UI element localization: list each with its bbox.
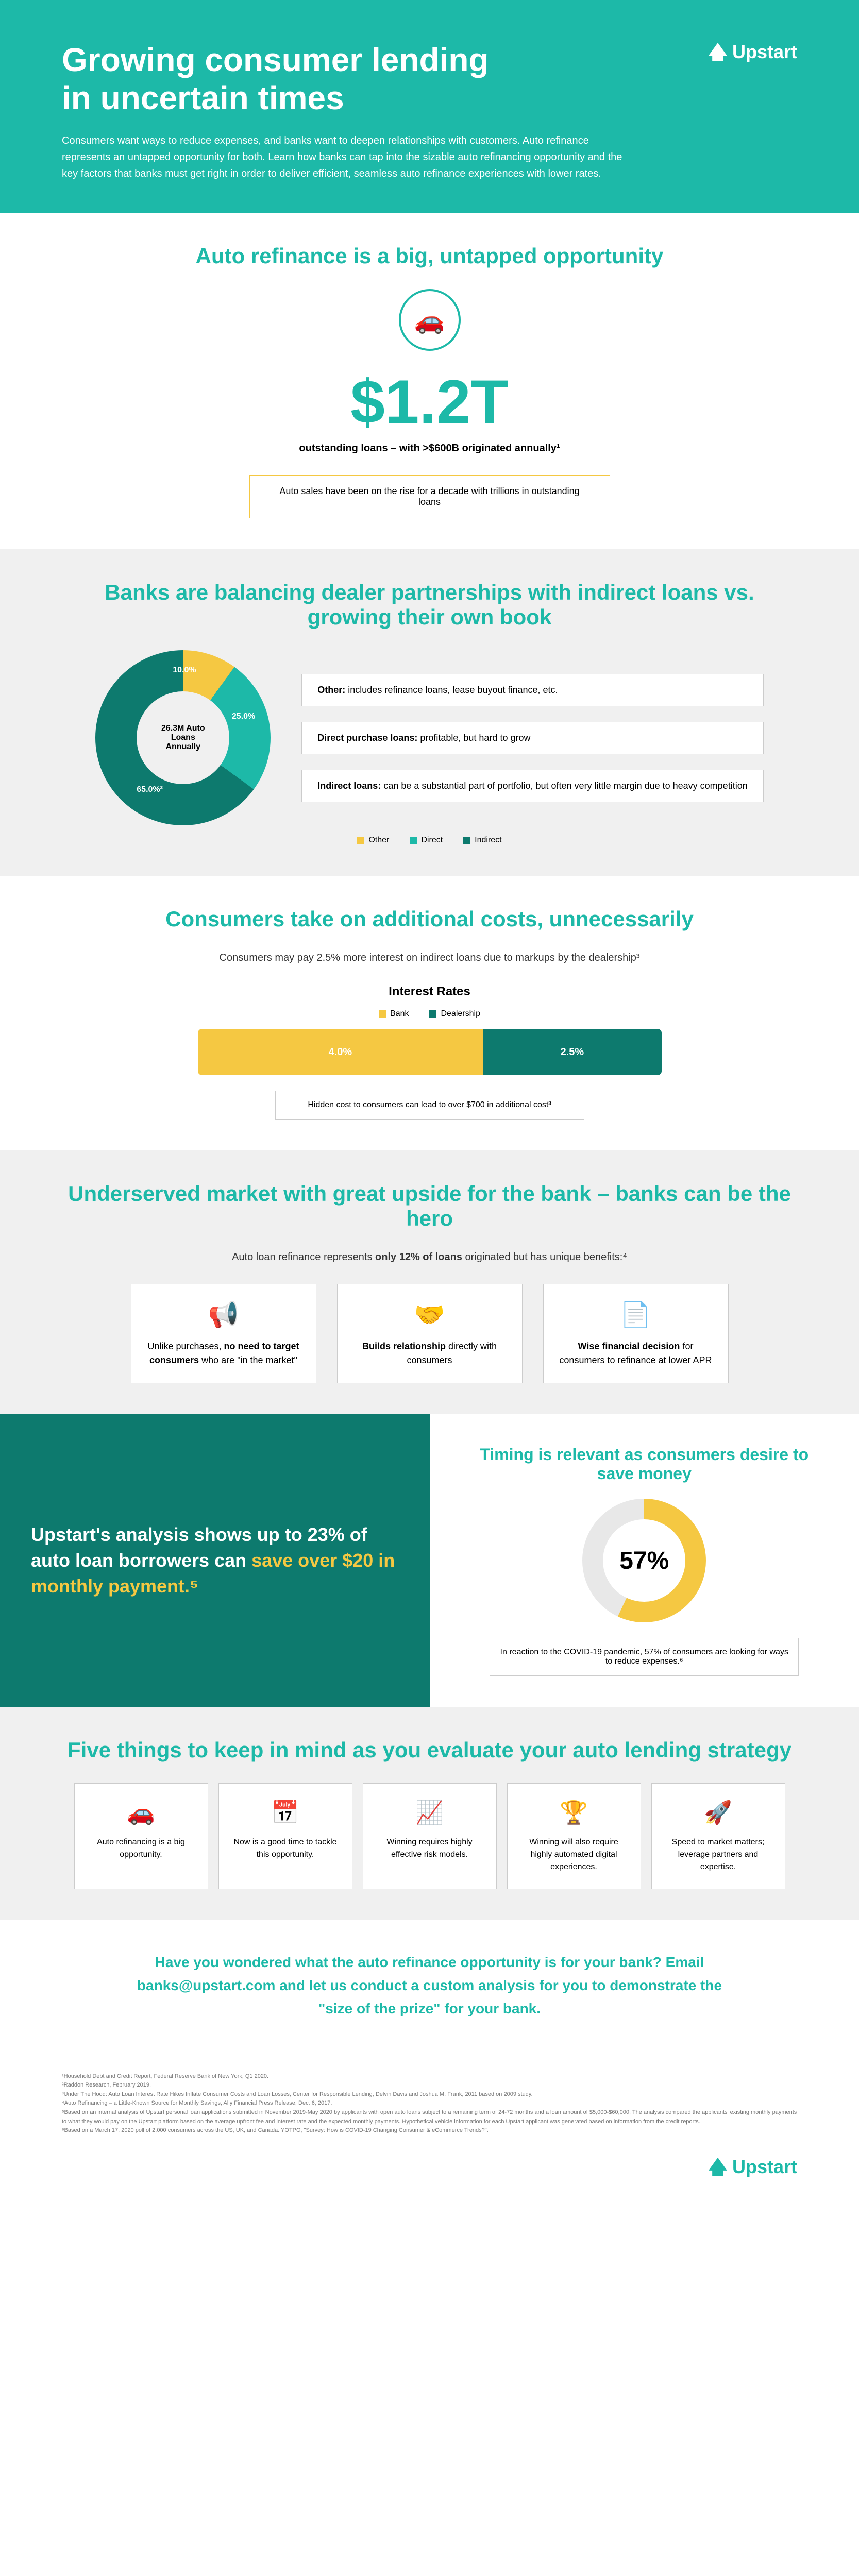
donut-center-2: Loans [171,733,195,742]
benefit-card: 📄 Wise financial decision for consumers t… [543,1284,729,1383]
callout-box: Auto sales have been on the rise for a d… [249,475,610,518]
section-loan-types: Banks are balancing dealer partnerships … [0,549,859,876]
s6-heading: Five things to keep in mind as you evalu… [62,1738,797,1762]
loan-type-other: Other: includes refinance loans, lease b… [301,674,763,706]
brand-name: Upstart [732,41,797,63]
loan-type-direct: Direct purchase loans: profitable, but h… [301,722,763,754]
footnotes: ¹Household Debt and Credit Report, Feder… [0,2052,859,2156]
strategy-icon: 🏆 [518,1799,630,1826]
benefit-icon: 🤝 [353,1300,507,1329]
strategy-text: Now is a good time to tackle this opport… [229,1836,342,1861]
s3-heading: Consumers take on additional costs, unne… [62,907,797,931]
pct-other: 10.0% [173,666,196,675]
loan-type-indirect: Indirect loans: can be a substantial par… [301,770,763,802]
strategy-icon: 📈 [374,1799,486,1826]
strategy-card: 📈 Winning requires highly effective risk … [363,1783,497,1889]
benefit-text: Wise financial decision for consumers to… [559,1340,713,1367]
strategy-icon: 🚗 [85,1799,197,1826]
pct-direct: 25.0% [232,712,255,721]
benefit-icon: 📢 [147,1300,300,1329]
hero-title: Growing consumer lending in uncertain ti… [62,41,526,117]
strategy-card: 🚗 Auto refinancing is a big opportunity. [74,1783,208,1889]
section-opportunity: Auto refinance is a big, untapped opport… [0,213,859,549]
hero-section: Growing consumer lending in uncertain ti… [0,0,859,213]
donut-center-1: 26.3M Auto [161,724,205,733]
upstart-arrow-icon [709,2158,727,2176]
s3-sub: Consumers may pay 2.5% more interest on … [62,952,797,964]
pct-value: 57% [603,1519,685,1602]
strategy-icon: 📅 [229,1799,342,1826]
big-stat: $1.2T [62,366,797,437]
s1-heading: Auto refinance is a big, untapped opport… [62,244,797,268]
section-underserved: Underserved market with great upside for… [0,1150,859,1414]
hidden-cost-box: Hidden cost to consumers can lead to ove… [275,1091,584,1120]
strategy-card: 📅 Now is a good time to tackle this oppor… [218,1783,352,1889]
strategy-icon: 🚀 [662,1799,774,1826]
strategy-card: 🚀 Speed to market matters; leverage partn… [651,1783,785,1889]
section-timing: Upstart's analysis shows up to 23% of au… [0,1414,859,1707]
pct-indirect: 65.0%² [137,785,163,794]
pct-donut: 57% [582,1499,706,1622]
rates-legend: Bank Dealership [198,1009,662,1019]
benefit-text: Unlike purchases, no need to target cons… [147,1340,300,1367]
brand-logo: Upstart [709,41,797,63]
section-five-things: Five things to keep in mind as you evalu… [0,1707,859,1920]
cta-section: Have you wondered what the auto refinanc… [0,1920,859,2051]
rates-title: Interest Rates [198,985,662,999]
cta-text: Have you wondered what the auto refinanc… [62,1951,797,2020]
five-cards-row: 🚗 Auto refinancing is a big opportunity. 📅… [62,1783,797,1889]
footer-logo: Upstart [0,2156,859,2198]
strategy-text: Winning will also require highly automat… [518,1836,630,1873]
upstart-arrow-icon [709,43,727,61]
benefit-card: 📢 Unlike purchases, no need to target con… [131,1284,316,1383]
timing-callout: In reaction to the COVID-19 pandemic, 57… [490,1638,799,1676]
big-stat-sub: outstanding loans – with >$600B originat… [62,443,797,454]
donut-chart: 26.3M Auto Loans Annually 10.0% 25.0% 65… [95,650,271,825]
benefit-card: 🤝 Builds relationship directly with consu… [337,1284,523,1383]
s4-sub: Auto loan refinance represents only 12% … [62,1251,797,1263]
strategy-card: 🏆 Winning will also require highly automa… [507,1783,641,1889]
strategy-text: Speed to market matters; leverage partne… [662,1836,774,1873]
s4-heading: Underserved market with great upside for… [62,1181,797,1231]
rates-bar-chart: 4.0% 2.5% [198,1029,662,1075]
s2-heading: Banks are balancing dealer partnerships … [62,580,797,630]
strategy-text: Winning requires highly effective risk m… [374,1836,486,1861]
car-dollar-icon: 🚗 [399,289,461,351]
benefit-text: Builds relationship directly with consum… [353,1340,507,1367]
upstart-analysis-box: Upstart's analysis shows up to 23% of au… [0,1414,430,1707]
timing-box: Timing is relevant as consumers desire t… [430,1414,859,1707]
section-interest-rates: Consumers take on additional costs, unne… [0,876,859,1150]
timing-heading: Timing is relevant as consumers desire t… [461,1445,829,1483]
benefits-row: 📢 Unlike purchases, no need to target con… [62,1284,797,1383]
loan-type-list: Other: includes refinance loans, lease b… [301,674,763,802]
donut-center-3: Annually [166,742,201,752]
strategy-text: Auto refinancing is a big opportunity. [85,1836,197,1861]
dealer-rate-bar: 2.5% [483,1029,661,1075]
donut-legend: Other Direct Indirect [62,836,797,845]
hero-body: Consumers want ways to reduce expenses, … [62,132,629,182]
benefit-icon: 📄 [559,1300,713,1329]
bank-rate-bar: 4.0% [198,1029,483,1075]
